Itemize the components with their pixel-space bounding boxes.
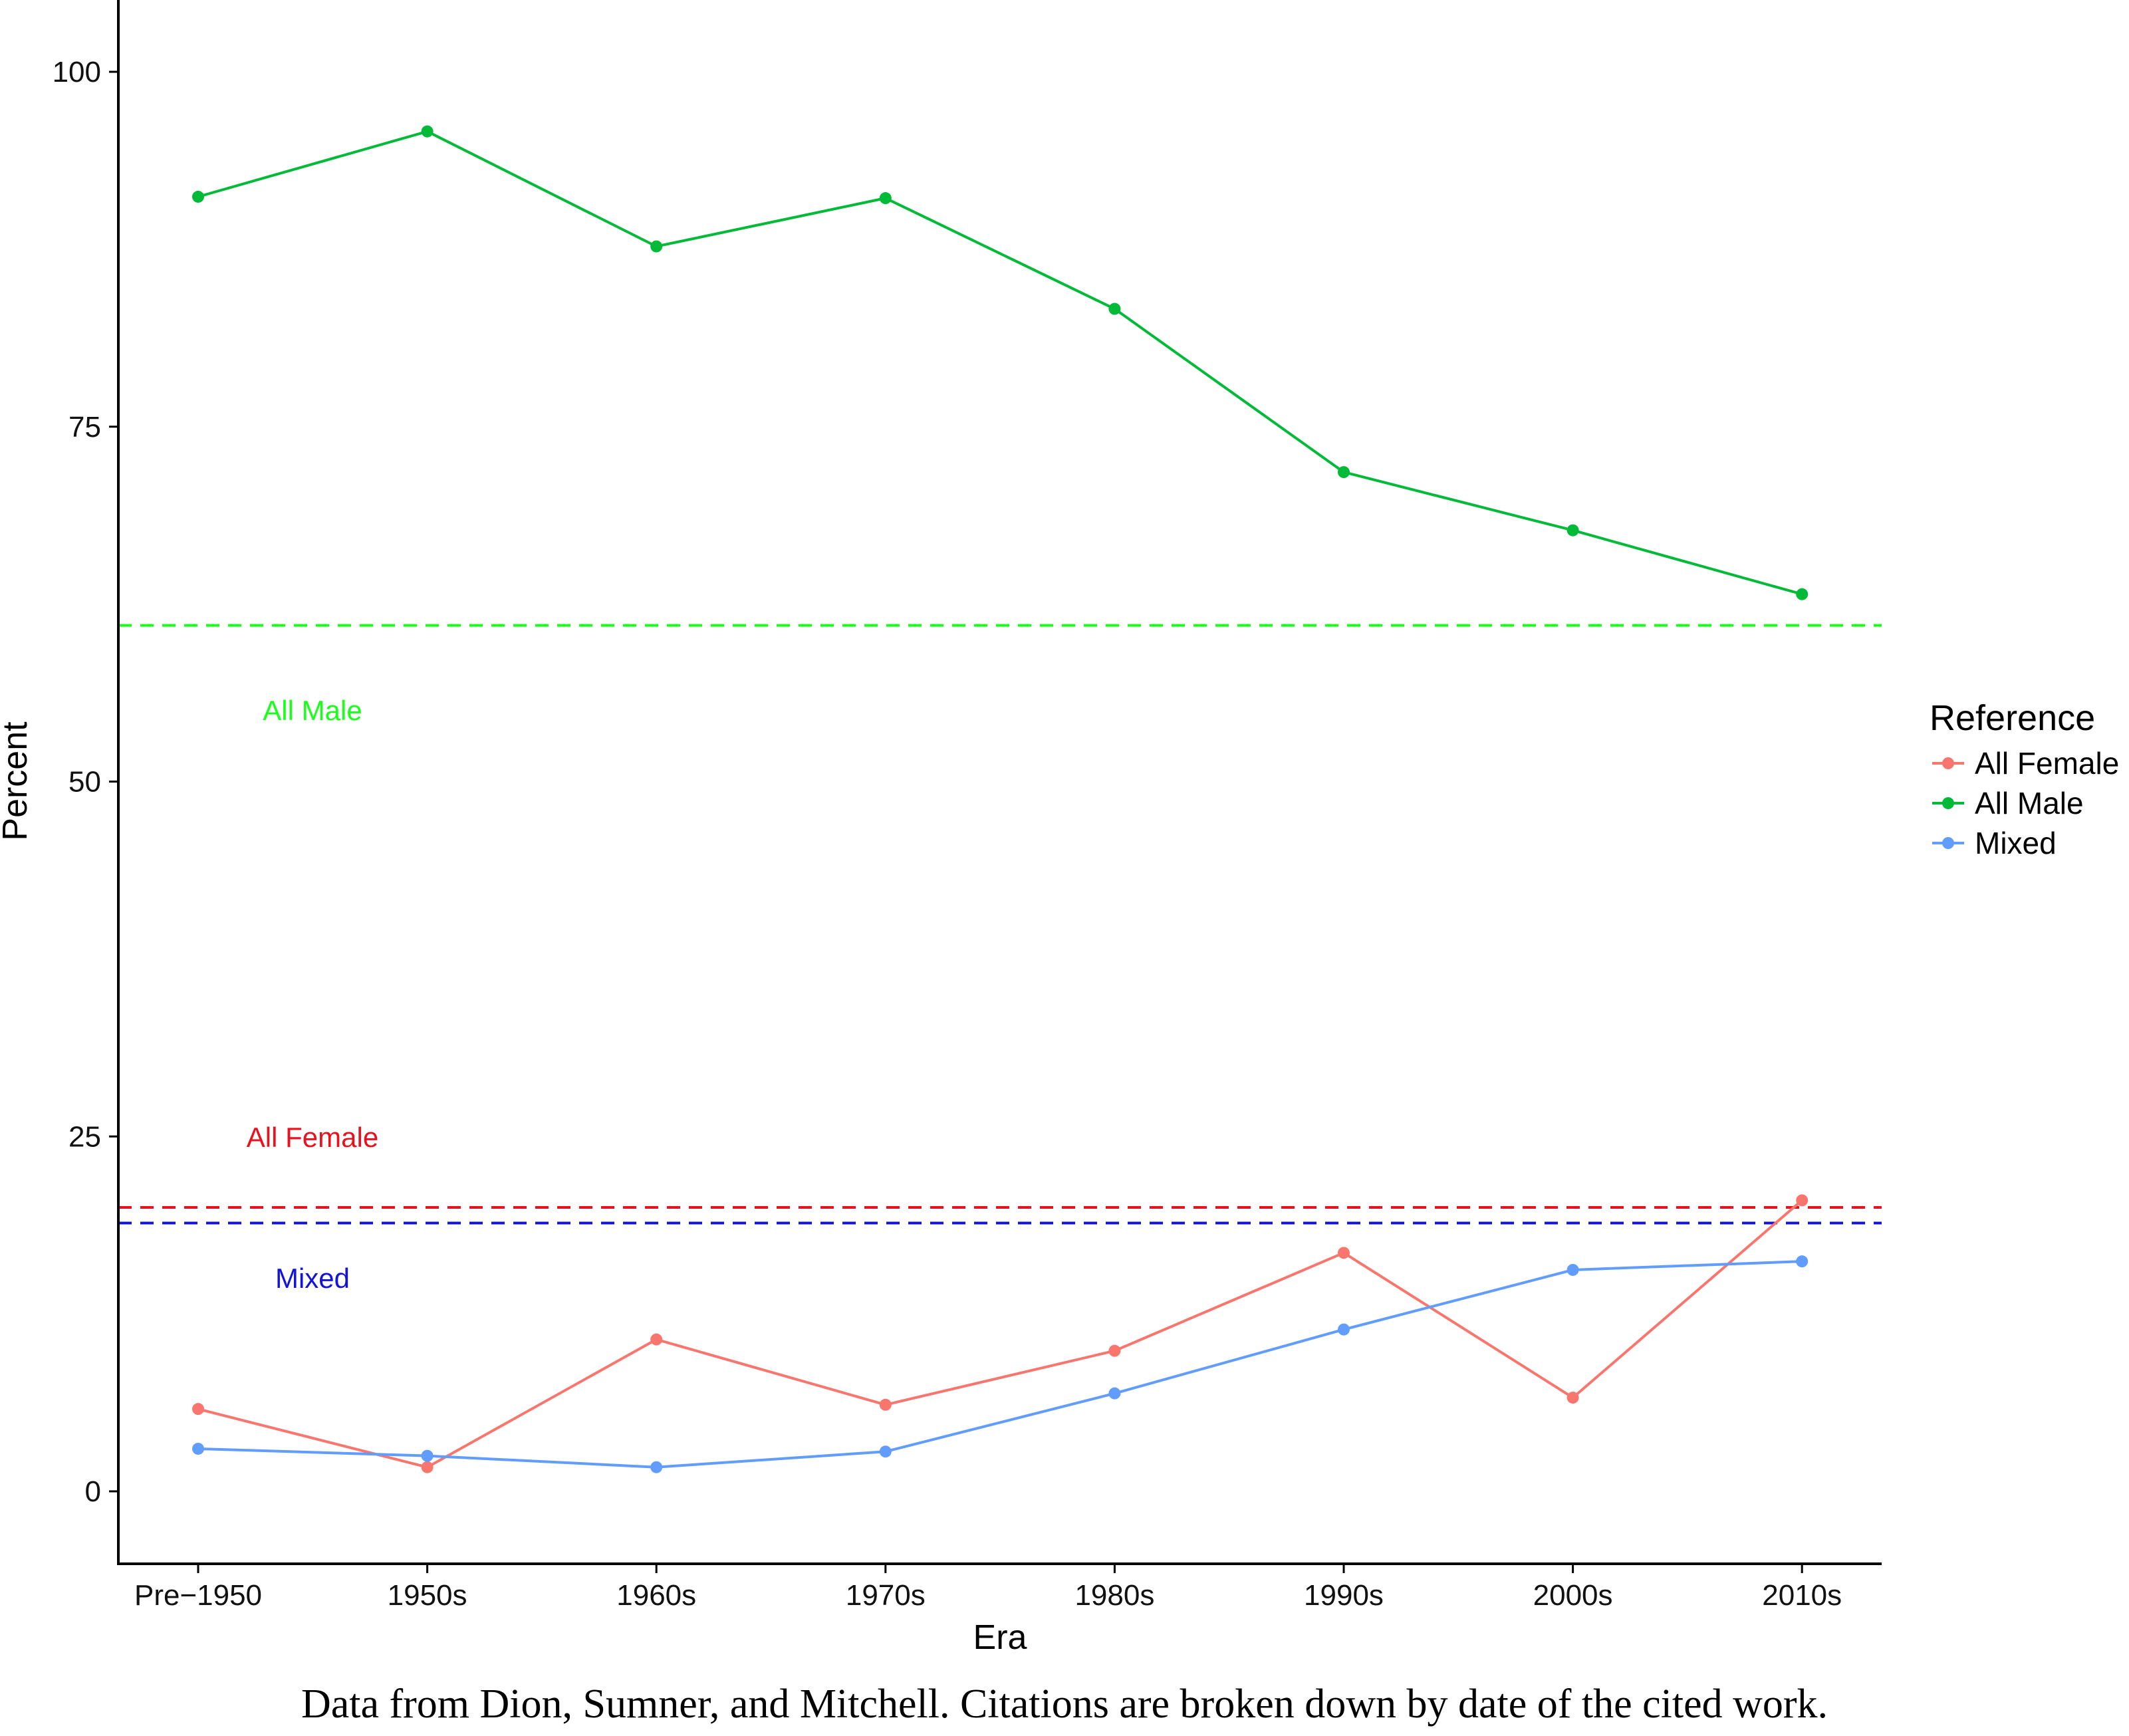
legend: Reference All Female All Male Mixed bbox=[1930, 698, 2119, 860]
series-line bbox=[197, 1260, 1803, 1469]
axes bbox=[117, 0, 1882, 1565]
legend-label: All Female bbox=[1975, 746, 2119, 781]
figure-caption: Data from Dion, Sumner, and Mitchell. Ci… bbox=[301, 1681, 1828, 1727]
data-point bbox=[1566, 1263, 1579, 1276]
x-tick-label: Pre−1950 bbox=[134, 1579, 262, 1612]
x-tick-label: 1990s bbox=[1304, 1579, 1384, 1612]
y-axis-title: Percent bbox=[0, 721, 35, 841]
data-point bbox=[1566, 524, 1579, 537]
x-ticks: Pre−1950 1950s 1960s 1970s 1980s 1990s 2000s 20… bbox=[134, 1564, 1842, 1612]
data-point bbox=[1566, 1392, 1579, 1404]
x-tick-label: 1950s bbox=[388, 1579, 467, 1612]
data-point bbox=[879, 192, 892, 205]
data-point bbox=[1338, 466, 1350, 479]
legend-key-point bbox=[1942, 797, 1954, 809]
data-point bbox=[421, 1449, 434, 1462]
x-tick-label: 1970s bbox=[846, 1579, 926, 1612]
data-point bbox=[650, 1333, 663, 1346]
y-tick-label: 25 bbox=[68, 1120, 101, 1153]
data-point bbox=[650, 240, 663, 253]
legend-label: Mixed bbox=[1975, 826, 2057, 860]
y-ticks: 0 25 50 75 100 bbox=[53, 56, 118, 1508]
data-point bbox=[650, 1461, 663, 1473]
data-point bbox=[192, 190, 204, 203]
y-tick-label: 50 bbox=[68, 766, 101, 799]
reference-lines bbox=[118, 624, 1882, 1225]
reference-labels: All Male All Female Mixed bbox=[247, 695, 378, 1294]
reference-label: All Male bbox=[263, 695, 362, 726]
data-point bbox=[1338, 1247, 1350, 1259]
series-line bbox=[197, 130, 1803, 596]
data-point bbox=[421, 125, 434, 138]
reference-label: Mixed bbox=[275, 1263, 350, 1294]
reference-label: All Female bbox=[247, 1122, 378, 1153]
legend-key-point bbox=[1942, 757, 1954, 769]
legend-title: Reference bbox=[1930, 698, 2095, 738]
x-axis-title: Era bbox=[973, 1618, 1027, 1657]
y-tick-label: 0 bbox=[85, 1475, 101, 1508]
y-tick-label: 75 bbox=[68, 411, 101, 443]
legend-key-point bbox=[1942, 837, 1954, 849]
data-point bbox=[1338, 1323, 1350, 1336]
data-point bbox=[421, 1461, 434, 1473]
data-point bbox=[1108, 1344, 1121, 1357]
legend-label: All Male bbox=[1975, 786, 2084, 820]
data-point bbox=[1108, 303, 1121, 315]
data-point bbox=[1796, 1255, 1809, 1268]
x-tick-label: 1980s bbox=[1074, 1579, 1154, 1612]
y-tick-label: 100 bbox=[53, 56, 101, 88]
x-tick-label: 1960s bbox=[616, 1579, 696, 1612]
x-tick-label: 2000s bbox=[1533, 1579, 1613, 1612]
data-point bbox=[192, 1442, 204, 1455]
series-layer bbox=[192, 125, 1809, 1473]
data-point bbox=[879, 1445, 892, 1458]
data-point bbox=[192, 1403, 204, 1416]
data-point bbox=[1108, 1387, 1121, 1400]
data-point bbox=[1796, 588, 1809, 600]
data-point bbox=[1796, 1194, 1809, 1207]
x-tick-label: 2010s bbox=[1762, 1579, 1842, 1612]
data-point bbox=[879, 1398, 892, 1411]
series-line bbox=[197, 1199, 1803, 1469]
